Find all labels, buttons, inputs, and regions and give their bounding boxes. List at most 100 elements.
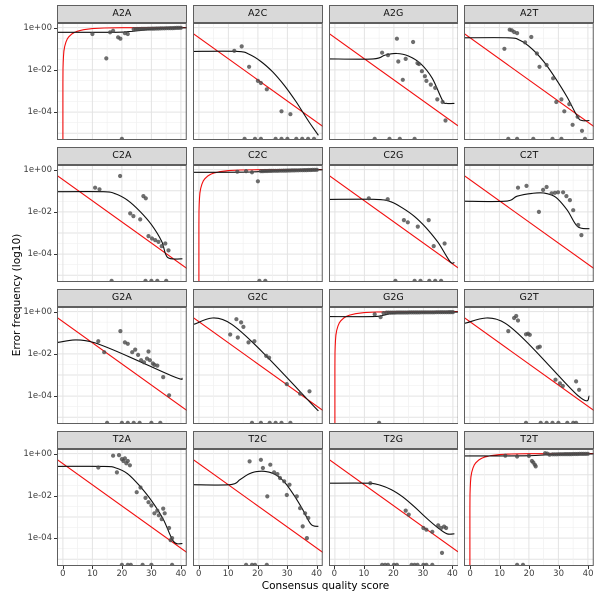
facet-strip-label: G2C bbox=[247, 292, 268, 303]
facet-strip-T2C: T2C bbox=[192, 431, 323, 449]
data-point bbox=[304, 536, 309, 541]
facet-strip-label: C2T bbox=[519, 150, 539, 161]
theoretical-red-line bbox=[62, 27, 187, 140]
data-point bbox=[506, 329, 511, 334]
data-point bbox=[560, 383, 566, 389]
facet-panel-G2A bbox=[57, 307, 187, 424]
data-point bbox=[122, 456, 127, 461]
data-point bbox=[442, 241, 447, 246]
data-point bbox=[579, 233, 584, 238]
x-tick-label: 10 bbox=[494, 569, 505, 579]
data-point bbox=[279, 109, 284, 114]
facet-strip-G2T: G2T bbox=[464, 289, 594, 307]
x-tick-label: 20 bbox=[116, 569, 128, 579]
data-point bbox=[366, 196, 371, 201]
facet-panel-T2C bbox=[192, 449, 323, 566]
data-point bbox=[434, 97, 439, 102]
data-point bbox=[234, 169, 240, 174]
x-axis-title: Consensus quality score bbox=[261, 580, 390, 592]
data-point bbox=[379, 50, 384, 55]
data-point bbox=[297, 506, 302, 511]
data-point bbox=[429, 529, 434, 534]
y-tick-mark bbox=[54, 254, 57, 256]
data-point bbox=[153, 238, 158, 243]
data-point bbox=[264, 87, 269, 92]
data-point bbox=[258, 80, 263, 86]
data-point bbox=[147, 358, 152, 363]
data-point bbox=[96, 339, 101, 344]
facet-strip-C2A: C2A bbox=[57, 147, 187, 165]
data-point bbox=[541, 187, 546, 192]
data-point bbox=[586, 451, 591, 456]
data-point bbox=[428, 82, 433, 87]
x-tick-label: 20 bbox=[252, 569, 263, 579]
facet-strip-label: G2A bbox=[111, 292, 132, 303]
facet-panel-G2C bbox=[192, 307, 323, 424]
data-point bbox=[307, 389, 312, 394]
data-point bbox=[146, 234, 151, 239]
data-point bbox=[423, 527, 428, 532]
data-point bbox=[149, 503, 154, 508]
facet-panel-C2T bbox=[464, 165, 594, 282]
data-point bbox=[284, 382, 289, 387]
data-point bbox=[281, 479, 287, 484]
x-tick-mark bbox=[558, 566, 560, 569]
data-point bbox=[136, 352, 141, 357]
data-point bbox=[443, 525, 448, 531]
y-tick-label: 1e-02 bbox=[27, 64, 52, 75]
facet-strip-G2A: G2A bbox=[57, 289, 187, 307]
data-point bbox=[102, 350, 107, 355]
x-tick-mark bbox=[198, 566, 200, 569]
x-tick-label: 30 bbox=[417, 569, 429, 579]
data-point bbox=[178, 25, 183, 30]
x-tick-mark bbox=[180, 566, 182, 569]
data-point bbox=[410, 39, 415, 45]
facet-strip-label: T2T bbox=[520, 434, 538, 445]
y-tick-label: 1e-04 bbox=[27, 391, 52, 402]
fitted-black-curve bbox=[328, 482, 454, 535]
x-tick-label: 10 bbox=[222, 569, 234, 579]
facet-strip-label: G2T bbox=[519, 292, 539, 303]
data-point bbox=[267, 462, 273, 467]
data-point bbox=[266, 355, 271, 360]
data-point bbox=[227, 332, 233, 337]
facet-panel-G2G bbox=[328, 307, 459, 424]
data-point bbox=[128, 211, 133, 216]
theoretical-red-line bbox=[328, 459, 459, 553]
x-tick-label: 30 bbox=[145, 569, 157, 579]
x-tick-label: 20 bbox=[387, 569, 399, 579]
facet-strip-label: C2A bbox=[112, 150, 132, 161]
data-point bbox=[159, 244, 164, 249]
facet-panel-T2A bbox=[57, 449, 187, 566]
data-point bbox=[247, 459, 252, 464]
data-point bbox=[130, 350, 135, 355]
data-point bbox=[385, 53, 390, 58]
data-point bbox=[537, 209, 542, 214]
x-tick-label: 40 bbox=[446, 569, 458, 579]
x-tick-mark bbox=[316, 566, 318, 569]
facet-panel-A2A bbox=[57, 23, 187, 140]
data-point bbox=[553, 190, 558, 195]
y-tick-label: 1e-04 bbox=[27, 107, 52, 118]
x-tick-mark bbox=[470, 566, 472, 569]
y-tick-label: 1e-02 bbox=[27, 490, 52, 501]
data-point bbox=[134, 490, 139, 495]
data-point bbox=[93, 185, 98, 190]
x-tick-label: 10 bbox=[358, 569, 370, 579]
facet-panel-A2C bbox=[192, 23, 323, 140]
data-point bbox=[440, 99, 445, 105]
data-point bbox=[502, 46, 507, 51]
facet-strip-label: A2T bbox=[519, 8, 539, 19]
data-point bbox=[146, 500, 151, 505]
facet-strip-G2C: G2C bbox=[192, 289, 323, 307]
y-tick-mark bbox=[54, 396, 57, 398]
fitted-black-curve bbox=[57, 339, 183, 380]
facet-strip-label: A2C bbox=[248, 8, 268, 19]
data-point bbox=[149, 236, 155, 241]
facet-panel-C2A bbox=[57, 165, 187, 282]
x-tick-label: 40 bbox=[582, 569, 594, 579]
data-point bbox=[246, 340, 251, 345]
y-tick-label: 1e+00 bbox=[23, 22, 52, 33]
fitted-black-curve bbox=[464, 317, 591, 402]
data-point bbox=[423, 78, 428, 83]
